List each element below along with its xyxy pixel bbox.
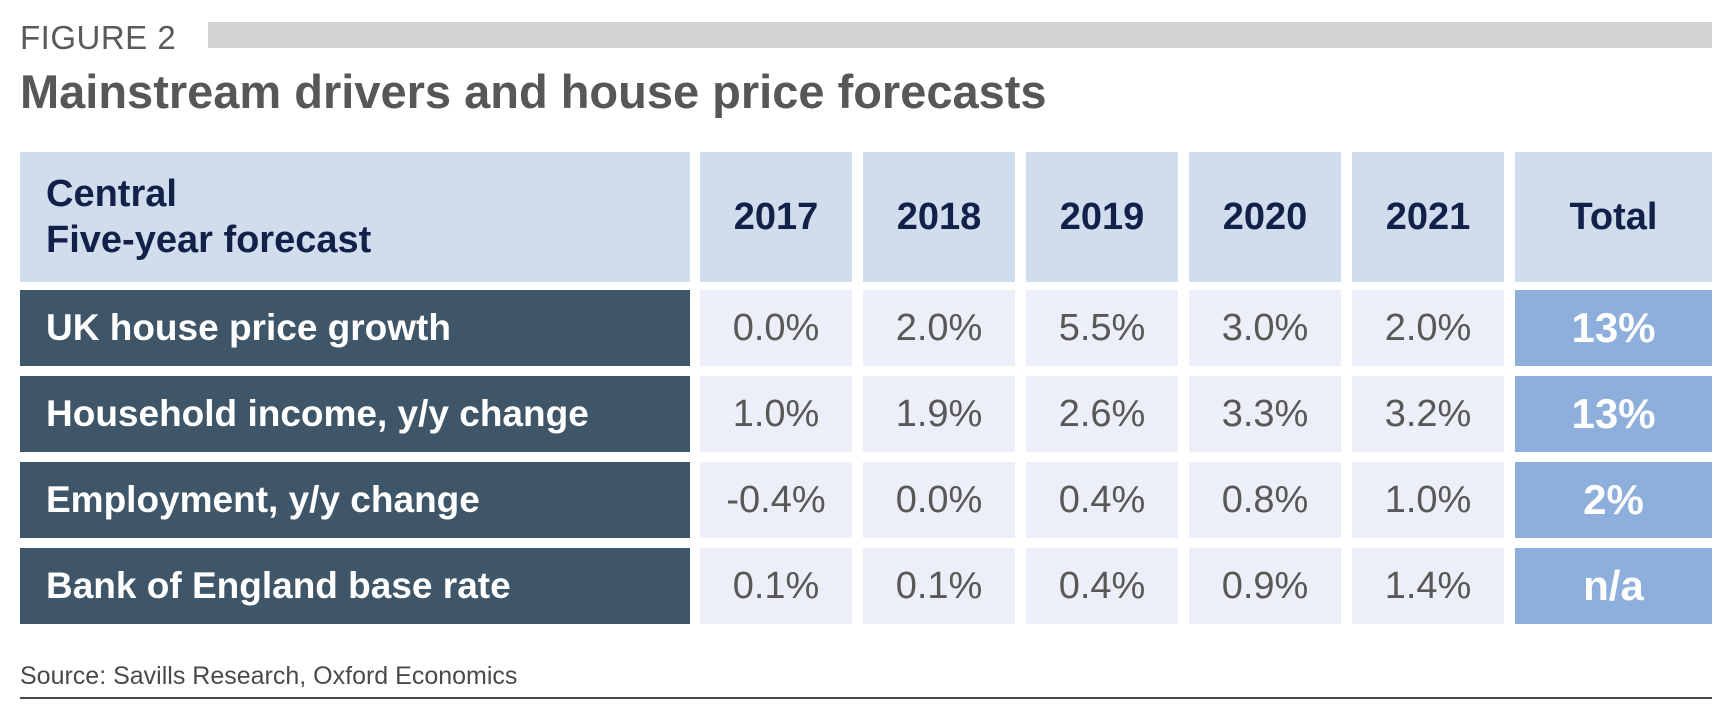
table-cell: 2.6% <box>1026 376 1178 452</box>
table-cell: 0.1% <box>700 548 852 624</box>
source-note: Source: Savills Research, Oxford Economi… <box>20 662 518 690</box>
row-label-bank-of-england-base-rate: Bank of England base rate <box>20 548 690 624</box>
table-cell: 0.1% <box>863 548 1015 624</box>
total-cell: 13% <box>1515 290 1712 366</box>
total-cell: n/a <box>1515 548 1712 624</box>
table-cell: 0.9% <box>1189 548 1341 624</box>
figure-label: FIGURE 2 <box>20 19 177 56</box>
table-cell: 1.9% <box>863 376 1015 452</box>
column-header-2021: 2021 <box>1352 152 1504 282</box>
table-cell: 0.0% <box>700 290 852 366</box>
table-cell: 2.0% <box>863 290 1015 366</box>
table-cell: 2.0% <box>1352 290 1504 366</box>
header-row-label: Central Five-year forecast <box>20 152 690 282</box>
header-line-2: Five-year forecast <box>46 219 372 261</box>
table-cell: 3.3% <box>1189 376 1341 452</box>
bottom-divider <box>20 697 1712 699</box>
column-header-2018: 2018 <box>863 152 1015 282</box>
column-header-2017: 2017 <box>700 152 852 282</box>
row-label-employment: Employment, y/y change <box>20 462 690 538</box>
row-label-uk-house-price-growth: UK house price growth <box>20 290 690 366</box>
total-cell: 13% <box>1515 376 1712 452</box>
header-line-1: Central <box>46 173 177 215</box>
column-header-2020: 2020 <box>1189 152 1341 282</box>
table-cell: 0.4% <box>1026 548 1178 624</box>
table-cell: 5.5% <box>1026 290 1178 366</box>
table-cell: 0.4% <box>1026 462 1178 538</box>
table-cell: 0.0% <box>863 462 1015 538</box>
table-cell: 1.0% <box>700 376 852 452</box>
column-header-2019: 2019 <box>1026 152 1178 282</box>
table-cell: 1.4% <box>1352 548 1504 624</box>
row-label-household-income: Household income, y/y change <box>20 376 690 452</box>
table-cell: 1.0% <box>1352 462 1504 538</box>
column-header-total: Total <box>1515 152 1712 282</box>
table-cell: 0.8% <box>1189 462 1341 538</box>
table-cell: -0.4% <box>700 462 852 538</box>
figure-label-bar <box>208 22 1712 48</box>
total-cell: 2% <box>1515 462 1712 538</box>
chart-title: Mainstream drivers and house price forec… <box>20 65 1047 118</box>
table-cell: 3.0% <box>1189 290 1341 366</box>
table-cell: 3.2% <box>1352 376 1504 452</box>
